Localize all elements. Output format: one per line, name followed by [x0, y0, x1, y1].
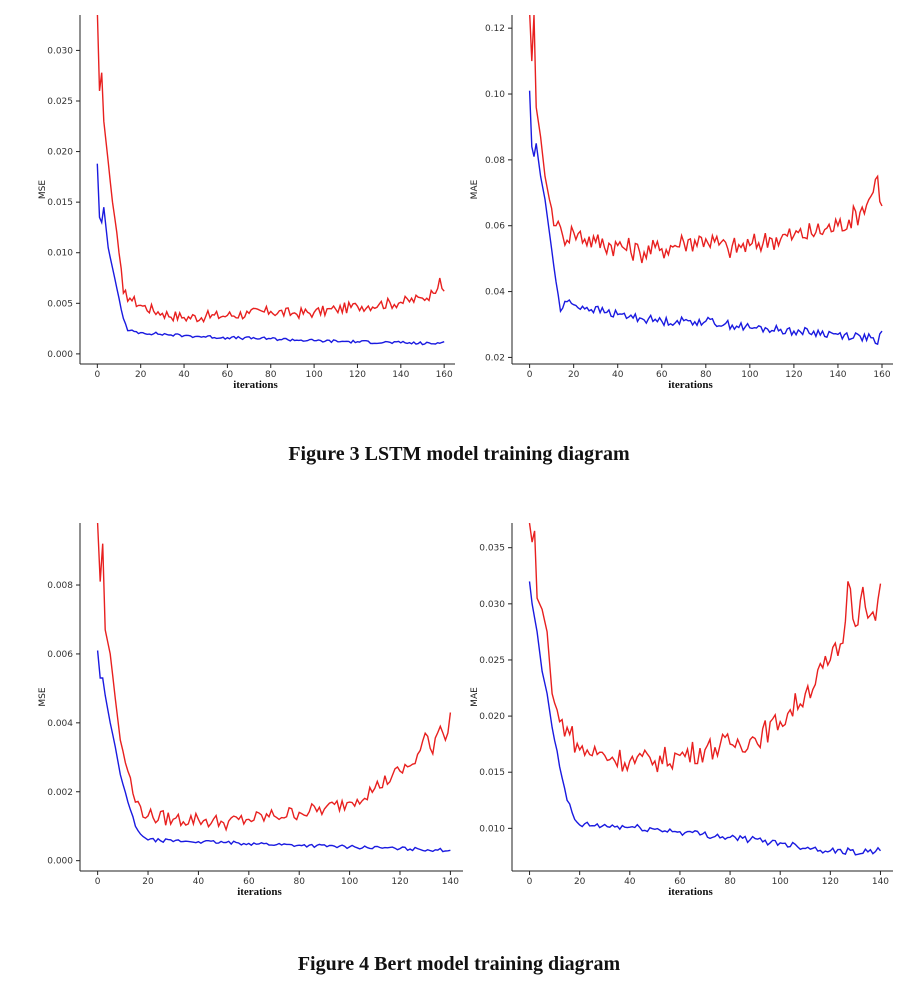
x-tick-label: 0: [95, 877, 101, 887]
x-tick-label: 160: [436, 370, 453, 380]
x-tick-label: 80: [724, 877, 736, 887]
x-tick-label: 20: [135, 370, 147, 380]
y-axis-label: MAE: [470, 179, 480, 199]
y-tick-label: 0.030: [47, 46, 73, 56]
figure-3-caption: Figure 3 LSTM model training diagram: [288, 443, 630, 465]
series-line-blue: [528, 581, 882, 856]
y-tick-label: 0.035: [479, 544, 505, 554]
x-tick-label: 140: [392, 370, 409, 380]
x-tick-label: 160: [873, 370, 890, 380]
y-tick-label: 0.010: [47, 249, 73, 259]
x-tick-label: 120: [822, 877, 839, 887]
series-line-blue: [96, 163, 445, 346]
x-tick-label: 0: [527, 370, 533, 380]
series-line-red: [529, 15, 883, 264]
x-tick-label: 100: [741, 370, 758, 380]
x-axis-label: iterations: [233, 379, 278, 391]
x-tick-label: 60: [674, 877, 686, 887]
y-tick-label: 0.06: [485, 222, 505, 232]
x-tick-label: 120: [349, 370, 366, 380]
y-tick-label: 0.08: [485, 156, 505, 166]
y-tick-label: 0.015: [47, 198, 73, 208]
x-axis-label: iterations: [668, 886, 713, 898]
x-tick-label: 80: [293, 877, 305, 887]
x-tick-label: 40: [624, 877, 636, 887]
y-tick-label: 0.020: [479, 712, 505, 722]
x-tick-label: 20: [568, 370, 580, 380]
figure-4-caption: Figure 4 Bert model training diagram: [297, 953, 621, 975]
y-axis-label: MAE: [470, 687, 480, 707]
y-tick-label: 0.005: [47, 299, 73, 309]
y-tick-label: 0.000: [47, 857, 73, 867]
x-tick-label: 120: [785, 370, 802, 380]
x-tick-label: 20: [574, 877, 586, 887]
y-tick-label: 0.030: [479, 600, 505, 610]
x-axis-label: iterations: [668, 379, 713, 391]
series-line-blue: [528, 90, 883, 346]
y-axis-label: MSE: [38, 180, 48, 199]
y-tick-label: 0.010: [479, 824, 505, 834]
series-line-blue: [96, 650, 451, 853]
y-tick-label: 0.02: [485, 353, 505, 363]
series-line-red: [528, 523, 882, 773]
x-tick-label: 0: [527, 877, 533, 887]
series-line-red: [96, 15, 445, 324]
x-tick-label: 140: [442, 877, 459, 887]
x-tick-label: 40: [612, 370, 624, 380]
y-tick-label: 0.002: [47, 788, 73, 798]
y-tick-label: 0.025: [479, 656, 505, 666]
y-tick-label: 0.000: [47, 350, 73, 360]
y-axis-label: MSE: [38, 687, 48, 706]
x-tick-label: 140: [872, 877, 889, 887]
y-tick-label: 0.04: [485, 288, 505, 298]
x-tick-label: 140: [829, 370, 846, 380]
y-tick-label: 0.025: [47, 97, 73, 107]
x-axis-label: iterations: [237, 886, 282, 898]
y-tick-label: 0.015: [479, 768, 505, 778]
x-tick-label: 80: [700, 370, 712, 380]
x-tick-label: 40: [193, 877, 205, 887]
y-tick-label: 0.020: [47, 148, 73, 158]
x-tick-label: 60: [222, 370, 234, 380]
y-tick-label: 0.006: [47, 650, 73, 660]
x-tick-label: 0: [94, 370, 100, 380]
y-tick-label: 0.008: [47, 581, 73, 591]
y-tick-label: 0.10: [485, 90, 505, 100]
x-tick-label: 40: [178, 370, 190, 380]
y-tick-label: 0.004: [47, 719, 73, 729]
x-tick-label: 60: [243, 877, 255, 887]
x-tick-label: 20: [142, 877, 154, 887]
x-tick-label: 80: [265, 370, 277, 380]
y-tick-label: 0.12: [485, 24, 505, 34]
x-tick-label: 100: [306, 370, 323, 380]
x-tick-label: 100: [341, 877, 358, 887]
x-tick-label: 60: [656, 370, 668, 380]
x-tick-label: 120: [391, 877, 408, 887]
x-tick-label: 100: [772, 877, 789, 887]
series-line-red: [96, 523, 452, 832]
